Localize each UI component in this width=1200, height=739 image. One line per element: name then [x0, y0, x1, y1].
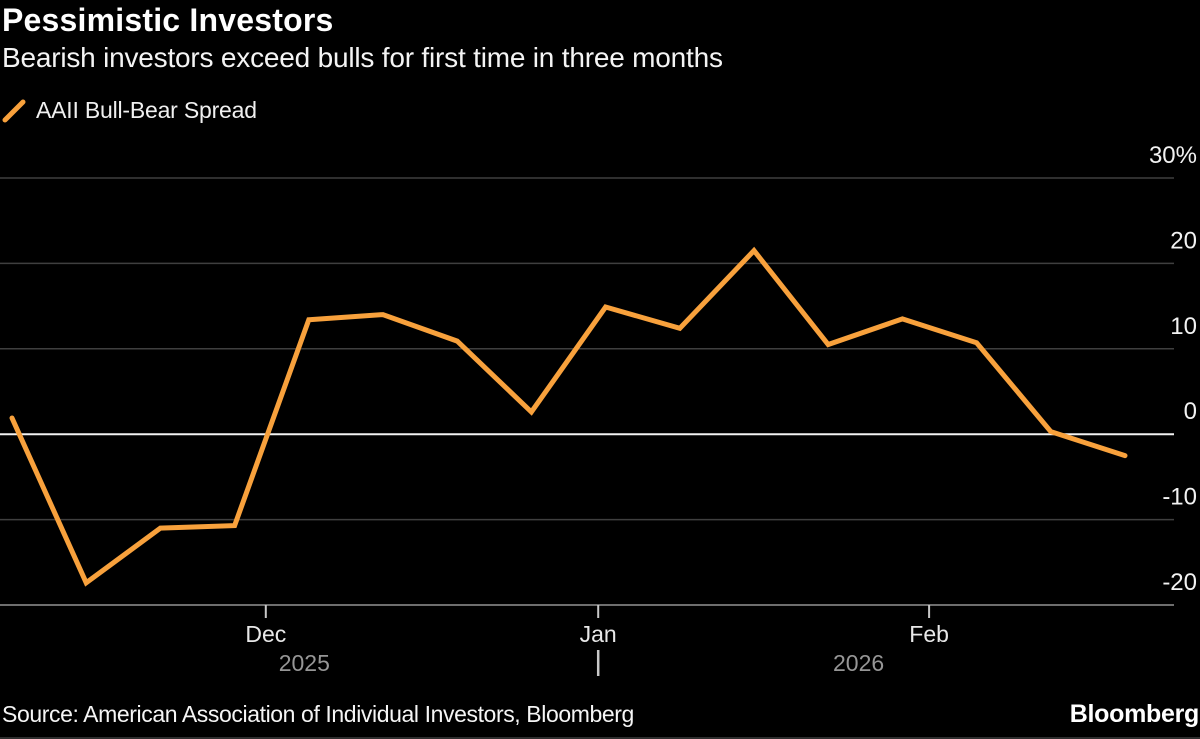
bloomberg-logo: Bloomberg	[1069, 700, 1200, 728]
chart-canvas: 30% 20 10 0 -10 -20 Dec Jan Feb 2025 2026	[0, 142, 1197, 676]
legend-line-swatch-icon	[2, 99, 26, 122]
y-axis-label: 20	[1170, 227, 1197, 254]
y-axis-label: 30%	[1149, 142, 1197, 169]
y-axis-label: 0	[1184, 398, 1197, 425]
year-label: 2026	[833, 650, 884, 676]
chart-subtitle: Bearish investors exceed bulls for first…	[2, 42, 723, 73]
chart-title: Pessimistic Investors	[2, 2, 334, 38]
year-label: 2025	[279, 650, 330, 676]
y-axis-label: 10	[1170, 313, 1197, 340]
spread-line	[9, 246, 1128, 587]
legend-label: AAII Bull-Bear Spread	[36, 97, 257, 123]
legend: AAII Bull-Bear Spread	[2, 97, 257, 124]
source-note: Source: American Association of Individu…	[2, 701, 634, 727]
y-axis-label: -20	[1162, 569, 1197, 596]
y-axis-label: -10	[1162, 484, 1197, 511]
chart-footer: Source: American Association of Individu…	[2, 700, 1200, 729]
x-axis-label: Feb	[909, 621, 949, 647]
x-axis-label: Jan	[580, 621, 617, 647]
x-axis-label: Dec	[245, 621, 286, 647]
